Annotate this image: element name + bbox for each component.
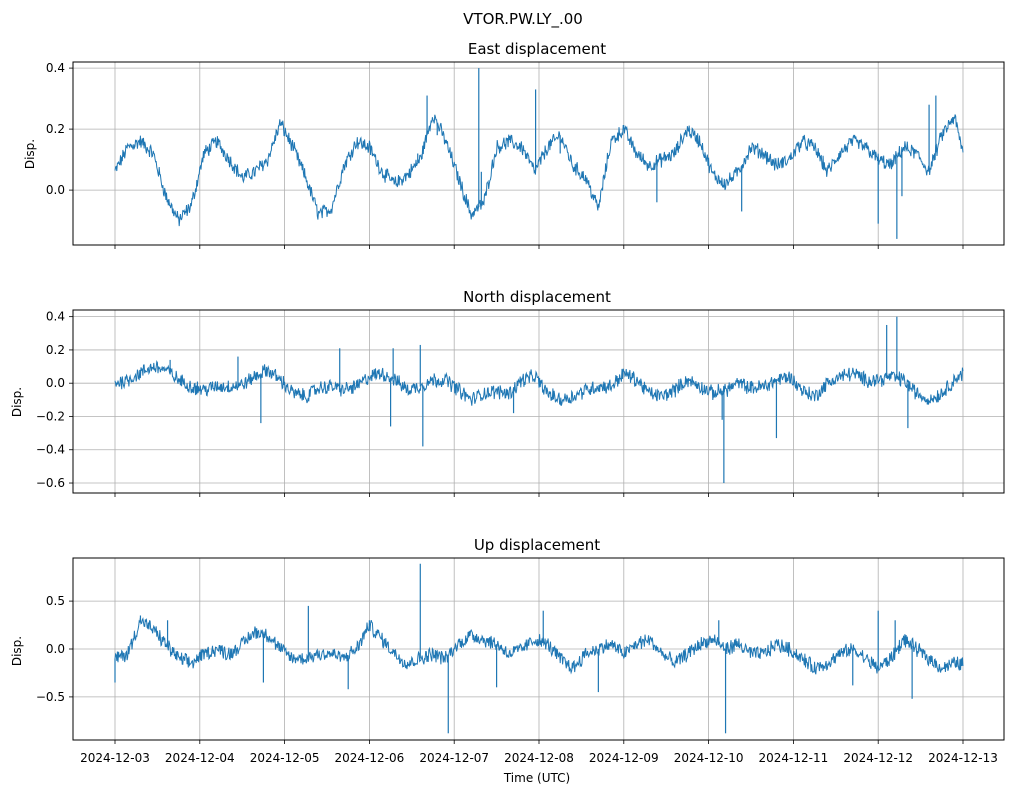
x-tick-label: 2024-12-11: [759, 751, 829, 765]
x-tick-label: 2024-12-06: [335, 751, 405, 765]
east-panel: East displacement Disp. 0.0 0.2 0.4: [23, 40, 1005, 249]
up-axes-frame: [72, 557, 1005, 741]
x-tick-label: 2024-12-08: [504, 751, 574, 765]
x-tick-label: 2024-12-04: [165, 751, 235, 765]
up-y-tick-label: 0.5: [46, 594, 65, 608]
north-y-tick-label: 0.0: [46, 376, 65, 390]
x-axis-label: Time (UTC): [503, 771, 570, 785]
x-tick-label: 2024-12-12: [843, 751, 913, 765]
east-y-tick-label: 0.4: [46, 61, 65, 75]
north-y-tick-label: −0.2: [36, 409, 65, 423]
x-tick-label: 2024-12-09: [589, 751, 659, 765]
up-y-tick-label: −0.5: [36, 690, 65, 704]
east-panel-ylabel: Disp.: [23, 139, 37, 169]
east-y-tick-label: 0.0: [46, 183, 65, 197]
east-y-tick-label: 0.2: [46, 122, 65, 136]
up-panel-ylabel: Disp.: [10, 636, 24, 666]
east-axes-frame: [72, 61, 1005, 246]
north-panel-ylabel: Disp.: [10, 387, 24, 417]
east-panel-title: East displacement: [468, 40, 606, 58]
north-axes-frame: [72, 309, 1005, 494]
east-series-line: [114, 114, 964, 227]
x-tick-label: 2024-12-05: [250, 751, 320, 765]
up-panel-title: Up displacement: [474, 536, 600, 554]
up-y-tick-label: 0.0: [46, 642, 65, 656]
north-y-tick-label: 0.4: [46, 310, 65, 324]
figure-suptitle: VTOR.PW.LY_.00: [463, 10, 583, 29]
north-y-tick-label: −0.4: [36, 443, 65, 457]
north-panel: North displacement Disp. −0.6 −0.4 −0.2 0.0…: [10, 288, 1005, 497]
north-panel-title: North displacement: [463, 288, 611, 306]
up-panel: Up displacement Disp. 2024-12-03 2024-12-…: [10, 536, 1005, 765]
north-y-tick-label: 0.2: [46, 343, 65, 357]
north-y-tick-label: −0.6: [36, 476, 65, 490]
north-series-line: [114, 359, 964, 406]
x-tick-label: 2024-12-07: [419, 751, 489, 765]
up-series-line: [114, 617, 964, 675]
x-tick-label: 2024-12-03: [80, 751, 150, 765]
x-tick-label: 2024-12-13: [928, 751, 998, 765]
x-tick-label: 2024-12-10: [674, 751, 744, 765]
